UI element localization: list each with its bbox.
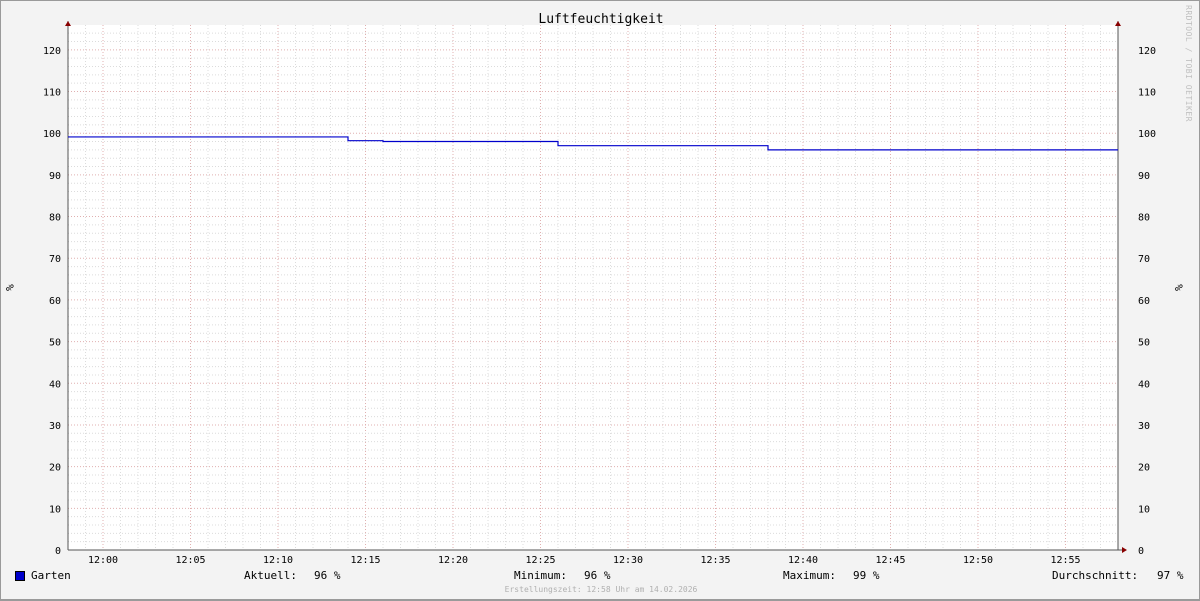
stat-max-value: 99 %	[853, 569, 880, 582]
y-tick-label-left: 60	[49, 296, 61, 307]
y-tick-label-left: 40	[49, 379, 61, 390]
stat-max-label: Maximum:	[783, 569, 836, 582]
y-tick-label-right: 100	[1138, 129, 1156, 140]
x-tick-label: 12:10	[263, 555, 293, 566]
series-line-garten	[68, 136, 1118, 151]
y-tick-label-right: 40	[1138, 379, 1150, 390]
x-tick-label: 12:00	[88, 555, 118, 566]
y-tick-label-left: 30	[49, 421, 61, 432]
creation-time: Erstellungszeit: 12:58 Uhr am 14.02.2026	[504, 585, 698, 594]
x-tick-label: 12:25	[525, 555, 555, 566]
y-tick-label-left: 10	[49, 504, 61, 515]
y-tick-label-left: 80	[49, 213, 61, 224]
stat-avg-value: 97 %	[1157, 569, 1184, 582]
x-tick-label: 12:40	[788, 555, 818, 566]
y-tick-label-right: 60	[1138, 296, 1150, 307]
y-tick-label-left: 50	[49, 338, 61, 349]
y-tick-label-left: 110	[43, 88, 61, 99]
stat-current-value: 96 %	[314, 569, 341, 582]
y-tick-label-left: 90	[49, 171, 61, 182]
x-tick-label: 12:30	[613, 555, 643, 566]
y-tick-label-right: 110	[1138, 88, 1156, 99]
y-tick-label-right: 50	[1138, 338, 1150, 349]
y-tick-label-right: 120	[1138, 46, 1156, 57]
x-tick-label: 12:50	[963, 555, 993, 566]
y-tick-label-right: 80	[1138, 213, 1150, 224]
chart-title: Luftfeuchtigkeit	[538, 12, 664, 27]
x-tick-label: 12:45	[875, 555, 905, 566]
x-tick-label: 12:55	[1050, 555, 1080, 566]
arrow-right-icon	[1122, 547, 1127, 553]
y-tick-label-right: 0	[1138, 546, 1144, 557]
y-tick-label-left: 0	[55, 546, 61, 557]
stat-min-label: Minimum:	[514, 569, 567, 582]
arrow-up-icon	[1115, 21, 1121, 26]
y-tick-label-left: 20	[49, 463, 61, 474]
stat-current-label: Aktuell:	[244, 569, 297, 582]
y-tick-label-right: 30	[1138, 421, 1150, 432]
y-tick-label-left: 100	[43, 129, 61, 140]
legend-label-garten: Garten	[31, 569, 71, 582]
y-tick-label-left: 70	[49, 254, 61, 265]
watermark: RRDTOOL / TOBI OETIKER	[1184, 5, 1193, 122]
y-axis-label-right: %	[1171, 284, 1185, 291]
arrow-up-icon	[65, 21, 71, 26]
y-tick-label-left: 120	[43, 46, 61, 57]
y-tick-label-right: 90	[1138, 171, 1150, 182]
y-tick-label-right: 70	[1138, 254, 1150, 265]
y-axis-label-left: %	[2, 284, 16, 291]
y-tick-label-right: 10	[1138, 504, 1150, 515]
legend-swatch-garten	[15, 571, 25, 581]
x-tick-label: 12:15	[350, 555, 380, 566]
x-tick-label: 12:05	[175, 555, 205, 566]
x-tick-label: 12:20	[438, 555, 468, 566]
y-tick-label-right: 20	[1138, 463, 1150, 474]
x-tick-label: 12:35	[700, 555, 730, 566]
stat-min-value: 96 %	[584, 569, 611, 582]
stat-avg-label: Durchschnitt:	[1052, 569, 1139, 582]
